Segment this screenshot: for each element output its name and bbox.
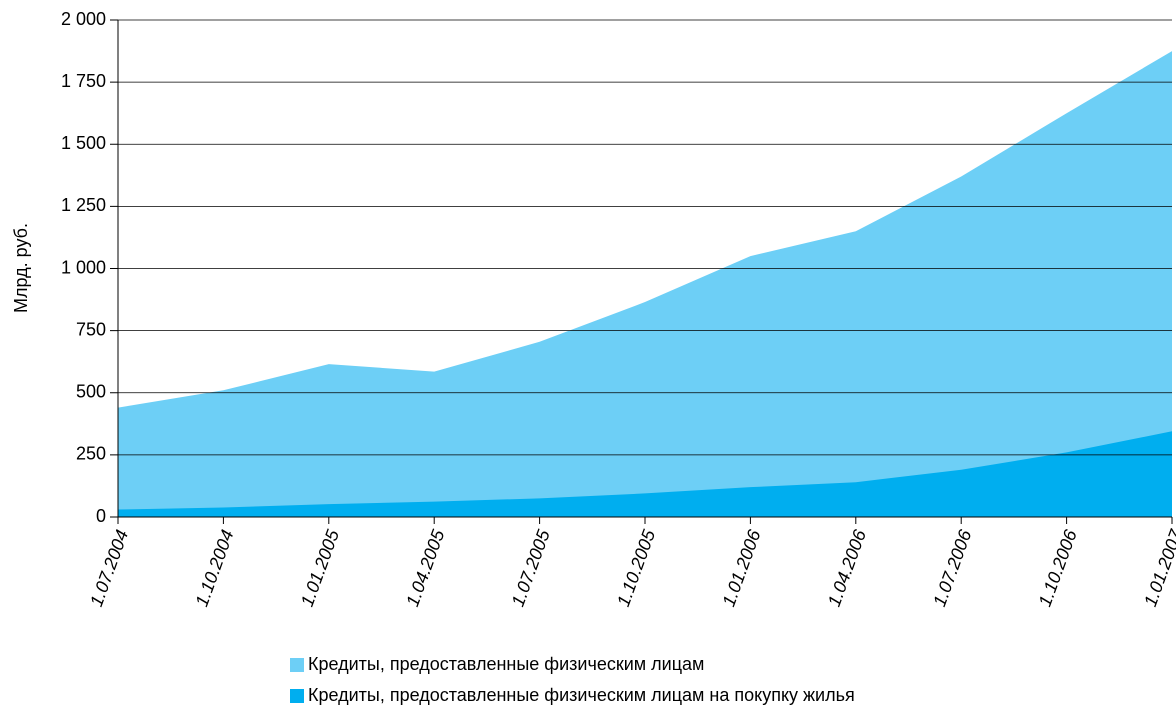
x-tick-label: 1.01.2007 (1140, 526, 1176, 609)
y-tick-label: 1 250 (61, 195, 106, 215)
y-tick-label: 0 (96, 506, 106, 526)
y-tick-label: 2 000 (61, 9, 106, 29)
y-tick-label: 1 000 (61, 257, 106, 277)
x-tick-label: 1.10.2005 (613, 526, 660, 609)
y-tick-label: 500 (76, 382, 106, 402)
y-tick-label: 1 500 (61, 133, 106, 153)
x-tick-label: 1.04.2006 (824, 526, 871, 609)
y-axis-label: Млрд. руб. (11, 223, 31, 313)
x-tick-label: 1.07.2005 (508, 526, 555, 609)
x-tick-label: 1.07.2004 (86, 527, 132, 609)
y-tick-label: 1 750 (61, 71, 106, 91)
legend-swatch (290, 658, 304, 672)
y-tick-label: 250 (76, 444, 106, 464)
x-tick-label: 1.01.2005 (297, 526, 344, 609)
x-tick-label: 1.04.2005 (402, 526, 449, 609)
x-tick-label: 1.07.2006 (929, 526, 976, 609)
legend-label: Кредиты, предоставленные физическим лица… (308, 654, 704, 674)
legend-label: Кредиты, предоставленные физическим лица… (308, 685, 855, 705)
area (118, 51, 1172, 517)
y-tick-label: 750 (76, 319, 106, 339)
area (118, 431, 1172, 517)
legend-swatch (290, 689, 304, 703)
x-tick-label: 1.10.2004 (191, 527, 237, 609)
x-tick-label: 1.10.2006 (1035, 526, 1082, 609)
x-tick-label: 1.01.2006 (718, 526, 765, 609)
